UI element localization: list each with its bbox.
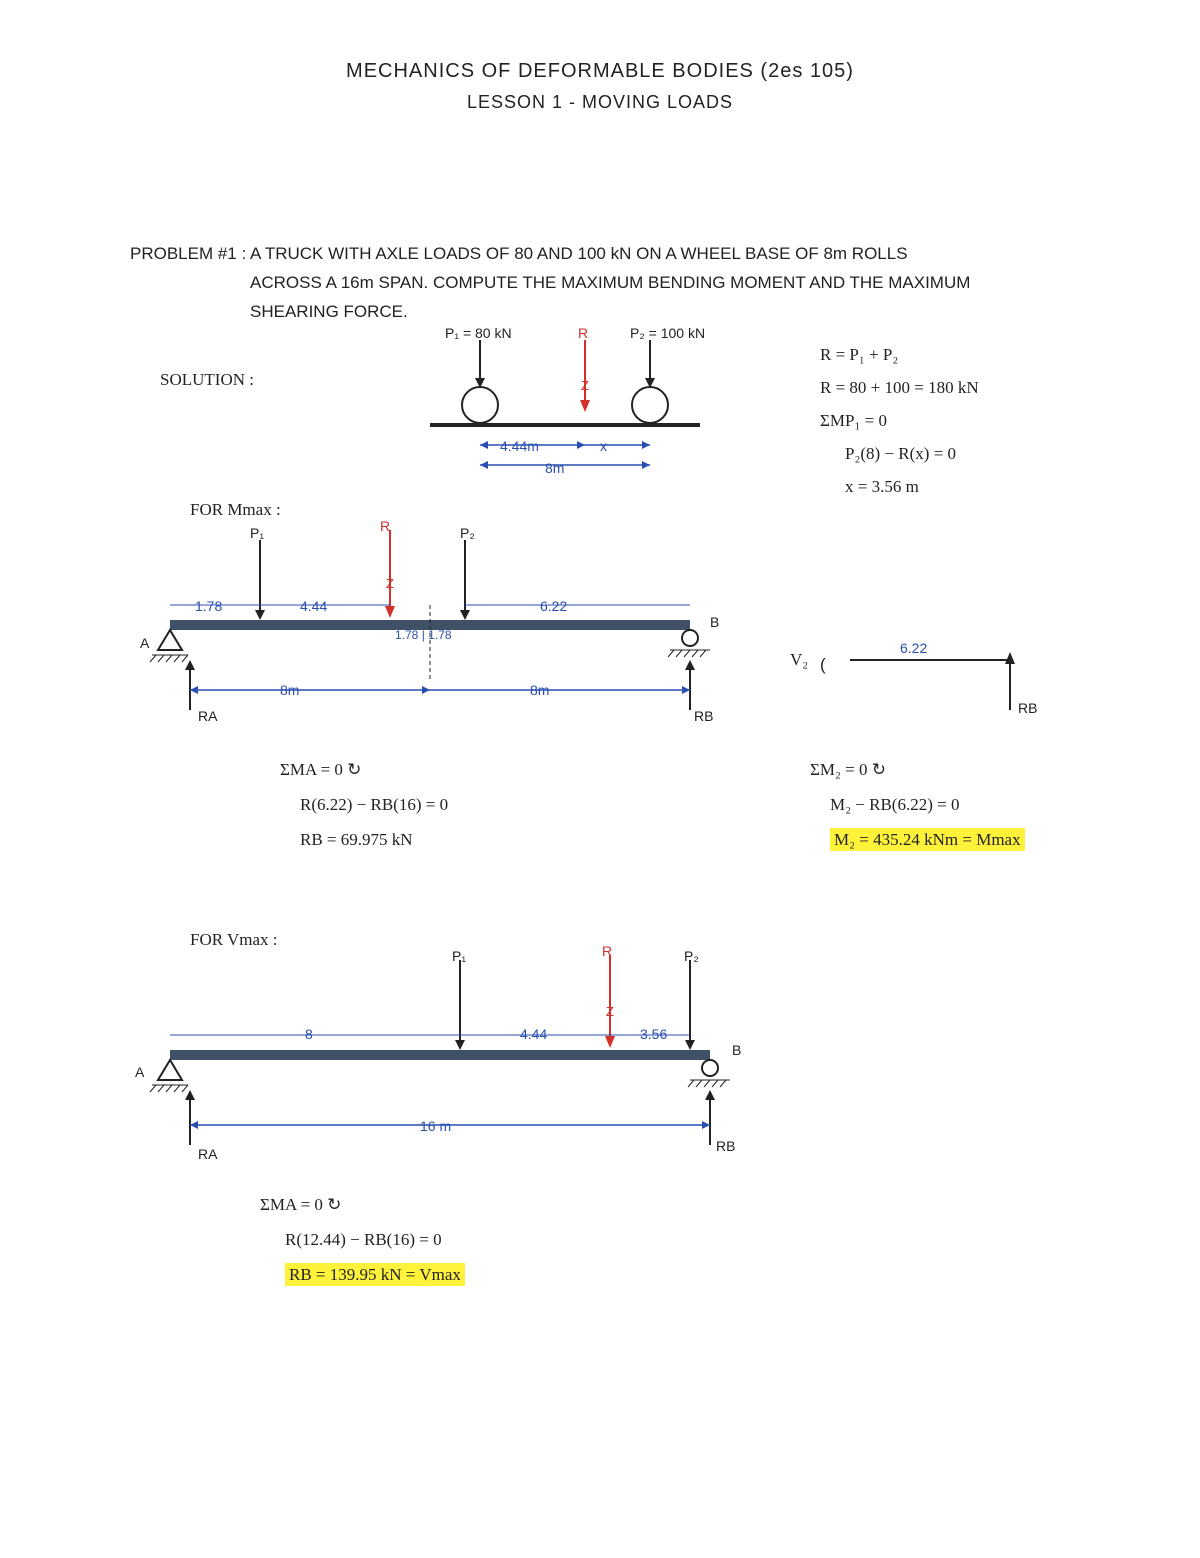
resultant-l2: R = 80 + 100 = 180 kN bbox=[820, 378, 979, 398]
mmax-eq2: R(6.22) − RB(16) = 0 bbox=[300, 795, 448, 815]
lesson-title: LESSON 1 - MOVING LOADS bbox=[0, 92, 1200, 113]
page: MECHANICS OF DEFORMABLE BODIES (2es 105)… bbox=[0, 0, 1200, 1558]
vmax-r: R bbox=[602, 943, 612, 959]
mmax-8m-l: 8m bbox=[280, 682, 299, 698]
mmax-dim2: 4.44 bbox=[300, 598, 327, 614]
problem-statement: PROBLEM #1 : A TRUCK WITH AXLE LOADS OF … bbox=[130, 240, 1090, 327]
mmax-beam-diagram: Z bbox=[130, 510, 730, 730]
vmax-p1: P₁ bbox=[452, 948, 466, 964]
solution-label: SOLUTION : bbox=[160, 370, 254, 390]
svg-text:Z: Z bbox=[581, 378, 589, 393]
vmax-eq1: ΣMA = 0 ↻ bbox=[260, 1195, 341, 1215]
m2-eq1: ΣM₂ = 0 ↻ bbox=[810, 760, 886, 780]
mmax-b: B bbox=[710, 614, 719, 630]
truck-diagram: Z bbox=[400, 330, 740, 490]
mmax-ra: RA bbox=[198, 708, 217, 724]
mmax-dim3: 1.78 | 1.78 bbox=[395, 628, 452, 642]
mmax-8m-r: 8m bbox=[530, 682, 549, 698]
mmax-p2: P₂ bbox=[460, 525, 475, 541]
mmax-rb: RB bbox=[694, 708, 713, 724]
truck-dim-total: 8m bbox=[545, 460, 564, 476]
resultant-l5: x = 3.56 m bbox=[845, 477, 919, 497]
course-title: MECHANICS OF DEFORMABLE BODIES (2es 105) bbox=[0, 60, 1200, 83]
m2-eq2: M₂ − RB(6.22) = 0 bbox=[830, 795, 959, 815]
svg-text:Z: Z bbox=[386, 576, 394, 591]
mmax-dim1: 1.78 bbox=[195, 598, 222, 614]
truck-p2-label: P₂ = 100 kN bbox=[630, 325, 705, 341]
problem-line2: ACROSS A 16m SPAN. COMPUTE THE MAXIMUM B… bbox=[250, 269, 1090, 298]
m2-eq3-highlight: M₂ = 435.24 kNm = Mmax bbox=[830, 830, 1025, 850]
m2-dist: 6.22 bbox=[900, 640, 927, 656]
vmax-rb: RB bbox=[716, 1138, 735, 1154]
vmax-b: B bbox=[732, 1042, 741, 1058]
mmax-eq3: RB = 69.975 kN bbox=[300, 830, 413, 850]
vmax-dim-gap: 8 bbox=[305, 1026, 313, 1042]
mmax-eq1: ΣMA = 0 ↻ bbox=[280, 760, 361, 780]
m2-rb: RB bbox=[1018, 700, 1037, 716]
vmax-ra: RA bbox=[198, 1146, 217, 1162]
truck-dim-x: x bbox=[600, 438, 607, 454]
problem-line1: A TRUCK WITH AXLE LOADS OF 80 AND 100 kN… bbox=[250, 244, 908, 263]
m2-eq3: M₂ = 435.24 kNm = Mmax bbox=[830, 828, 1025, 851]
resultant-l4: P₂(8) − R(x) = 0 bbox=[845, 444, 956, 464]
mmax-dim4: 6.22 bbox=[540, 598, 567, 614]
truck-p1-label: P₁ = 80 kN bbox=[445, 325, 512, 341]
vmax-p2: P₂ bbox=[684, 948, 699, 964]
svg-text:(: ( bbox=[820, 655, 826, 674]
truck-dim-left: 4.44m bbox=[500, 438, 539, 454]
problem-line3: SHEARING FORCE. bbox=[250, 298, 1090, 327]
vmax-a: A bbox=[135, 1064, 144, 1080]
problem-label: PROBLEM #1 : bbox=[130, 244, 246, 263]
resultant-l3: ΣMP₁ = 0 bbox=[820, 411, 887, 431]
vmax-eq2: R(12.44) − RB(16) = 0 bbox=[285, 1230, 442, 1250]
mmax-r: R bbox=[380, 518, 390, 534]
mmax-p1: P₁ bbox=[250, 525, 264, 541]
vmax-dim-right: 3.56 bbox=[640, 1026, 667, 1042]
vmax-span: 16 m bbox=[420, 1118, 451, 1134]
mmax-a: A bbox=[140, 635, 149, 651]
vmax-eq3-highlight: RB = 139.95 kN = Vmax bbox=[285, 1265, 465, 1285]
svg-text:Z: Z bbox=[606, 1004, 614, 1019]
vmax-eq3: RB = 139.95 kN = Vmax bbox=[285, 1263, 465, 1286]
vmax-dim-mid: 4.44 bbox=[520, 1026, 547, 1042]
truck-r-label: R bbox=[578, 325, 588, 341]
m2-v2: V₂ bbox=[790, 650, 808, 670]
resultant-l1: R = P₁ + P₂ bbox=[820, 345, 898, 365]
